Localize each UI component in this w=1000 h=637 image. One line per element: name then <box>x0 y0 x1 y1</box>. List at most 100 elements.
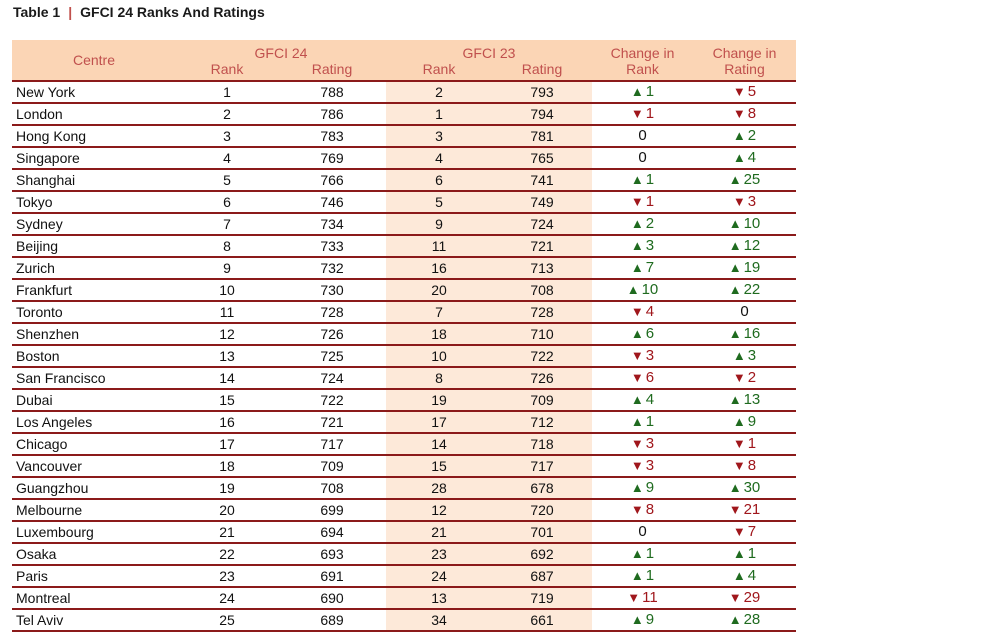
change-in-rank: ▼ 3 <box>592 345 693 368</box>
gfci23-rating: 721 <box>492 235 592 258</box>
change-in-rank: ▼ 8 <box>592 499 693 522</box>
gfci24-rank: 9 <box>176 257 278 280</box>
change-in-rating: ▼ 3 <box>693 191 796 214</box>
change-in-rank: ▼ 6 <box>592 367 693 390</box>
change-in-rating: ▲ 25 <box>693 169 796 192</box>
change-in-rank: ▲ 3 <box>592 235 693 258</box>
gfci23-rating: 781 <box>492 125 592 148</box>
change-value: 3 <box>747 347 757 364</box>
gfci24-rating: 725 <box>278 345 386 368</box>
gfci23-rating: 749 <box>492 191 592 214</box>
down-triangle-icon: ▼ <box>732 84 746 99</box>
table-row: Montreal 24 690 13 719 ▼ 11 ▼ 29 <box>12 587 796 610</box>
gfci24-rating: 717 <box>278 433 386 456</box>
change-in-rating: ▲ 10 <box>693 213 796 236</box>
change-value: 4 <box>747 567 757 584</box>
change-value: 4 <box>645 391 655 408</box>
change-in-rank: ▲ 10 <box>592 279 693 302</box>
up-triangle-icon: ▲ <box>732 546 746 561</box>
change-value: 13 <box>743 391 761 408</box>
change-value: 9 <box>645 479 655 496</box>
up-triangle-icon: ▲ <box>626 282 640 297</box>
change-value: 7 <box>645 259 655 276</box>
change-in-rating: 0 <box>693 301 796 324</box>
down-triangle-icon: ▼ <box>732 106 746 121</box>
change-value: 10 <box>641 281 659 298</box>
gfci24-rank: 17 <box>176 433 278 456</box>
up-triangle-icon: ▲ <box>630 568 644 583</box>
gfci23-rank: 18 <box>386 323 492 346</box>
centre-name: Chicago <box>12 433 176 456</box>
table-row: Tel Aviv 25 689 34 661 ▲ 9 ▲ 28 <box>12 609 796 632</box>
change-value: 3 <box>645 347 655 364</box>
centre-name: Zurich <box>12 257 176 280</box>
centre-name: Hong Kong <box>12 125 176 148</box>
change-value: 0 <box>638 523 647 540</box>
header-gfci23: GFCI 23 <box>386 40 592 61</box>
down-triangle-icon: ▼ <box>732 194 746 209</box>
change-in-rank: ▲ 9 <box>592 609 693 632</box>
change-value: 2 <box>747 127 757 144</box>
table-row: Melbourne 20 699 12 720 ▼ 8 ▼ 21 <box>12 499 796 522</box>
centre-name: Boston <box>12 345 176 368</box>
change-value: 30 <box>743 479 761 496</box>
change-in-rank: ▲ 9 <box>592 477 693 500</box>
change-in-rank: ▲ 1 <box>592 411 693 434</box>
change-in-rating: ▲ 4 <box>693 565 796 588</box>
change-in-rating: ▼ 8 <box>693 455 796 478</box>
change-value: 3 <box>645 457 655 474</box>
change-in-rank: ▲ 2 <box>592 213 693 236</box>
table-title: GFCI 24 Ranks And Ratings <box>80 4 265 20</box>
up-triangle-icon: ▲ <box>630 546 644 561</box>
gfci24-rating: 709 <box>278 455 386 478</box>
header-gfci24-rating: Rating <box>278 61 386 82</box>
gfci24-rank: 24 <box>176 587 278 610</box>
gfci24-rank: 20 <box>176 499 278 522</box>
up-triangle-icon: ▲ <box>728 238 742 253</box>
gfci24-rank: 8 <box>176 235 278 258</box>
gfci23-rating: 710 <box>492 323 592 346</box>
change-in-rating: ▲ 4 <box>693 147 796 170</box>
header-centre: Centre <box>12 40 176 82</box>
gfci24-rank: 25 <box>176 609 278 632</box>
change-value: 1 <box>645 413 655 430</box>
centre-name: Frankfurt <box>12 279 176 302</box>
gfci24-rank: 21 <box>176 521 278 544</box>
change-value: 0 <box>638 149 647 166</box>
change-in-rating: ▼ 29 <box>693 587 796 610</box>
gfci24-rating: 732 <box>278 257 386 280</box>
change-in-rank: ▲ 1 <box>592 543 693 566</box>
table-row: Zurich 9 732 16 713 ▲ 7 ▲ 19 <box>12 257 796 280</box>
up-triangle-icon: ▲ <box>630 238 644 253</box>
gfci23-rank: 1 <box>386 103 492 126</box>
gfci24-rank: 4 <box>176 147 278 170</box>
gfci24-rating: 728 <box>278 301 386 324</box>
gfci23-rank: 9 <box>386 213 492 236</box>
change-value: 9 <box>645 611 655 628</box>
up-triangle-icon: ▲ <box>728 480 742 495</box>
centre-name: Montreal <box>12 587 176 610</box>
gfci24-rating: 788 <box>278 81 386 104</box>
change-value: 4 <box>645 303 655 320</box>
gfci24-rating: 691 <box>278 565 386 588</box>
header-gfci23-rank: Rank <box>386 61 492 82</box>
change-in-rank: 0 <box>592 147 693 170</box>
table-row: Guangzhou 19 708 28 678 ▲ 9 ▲ 30 <box>12 477 796 500</box>
gfci24-rating: 766 <box>278 169 386 192</box>
up-triangle-icon: ▲ <box>630 84 644 99</box>
gfci24-rating: 693 <box>278 543 386 566</box>
table-caption: Table 1 | GFCI 24 Ranks And Ratings <box>13 4 265 20</box>
change-value: 2 <box>747 369 757 386</box>
centre-name: Guangzhou <box>12 477 176 500</box>
change-in-rating: ▲ 2 <box>693 125 796 148</box>
change-in-rating: ▲ 13 <box>693 389 796 412</box>
change-value: 11 <box>642 589 658 606</box>
gfci23-rank: 20 <box>386 279 492 302</box>
gfci23-rank: 13 <box>386 587 492 610</box>
gfci23-rank: 4 <box>386 147 492 170</box>
gfci23-rating: 678 <box>492 477 592 500</box>
gfci23-rank: 28 <box>386 477 492 500</box>
change-in-rank: ▼ 3 <box>592 455 693 478</box>
up-triangle-icon: ▲ <box>630 392 644 407</box>
gfci24-rank: 6 <box>176 191 278 214</box>
